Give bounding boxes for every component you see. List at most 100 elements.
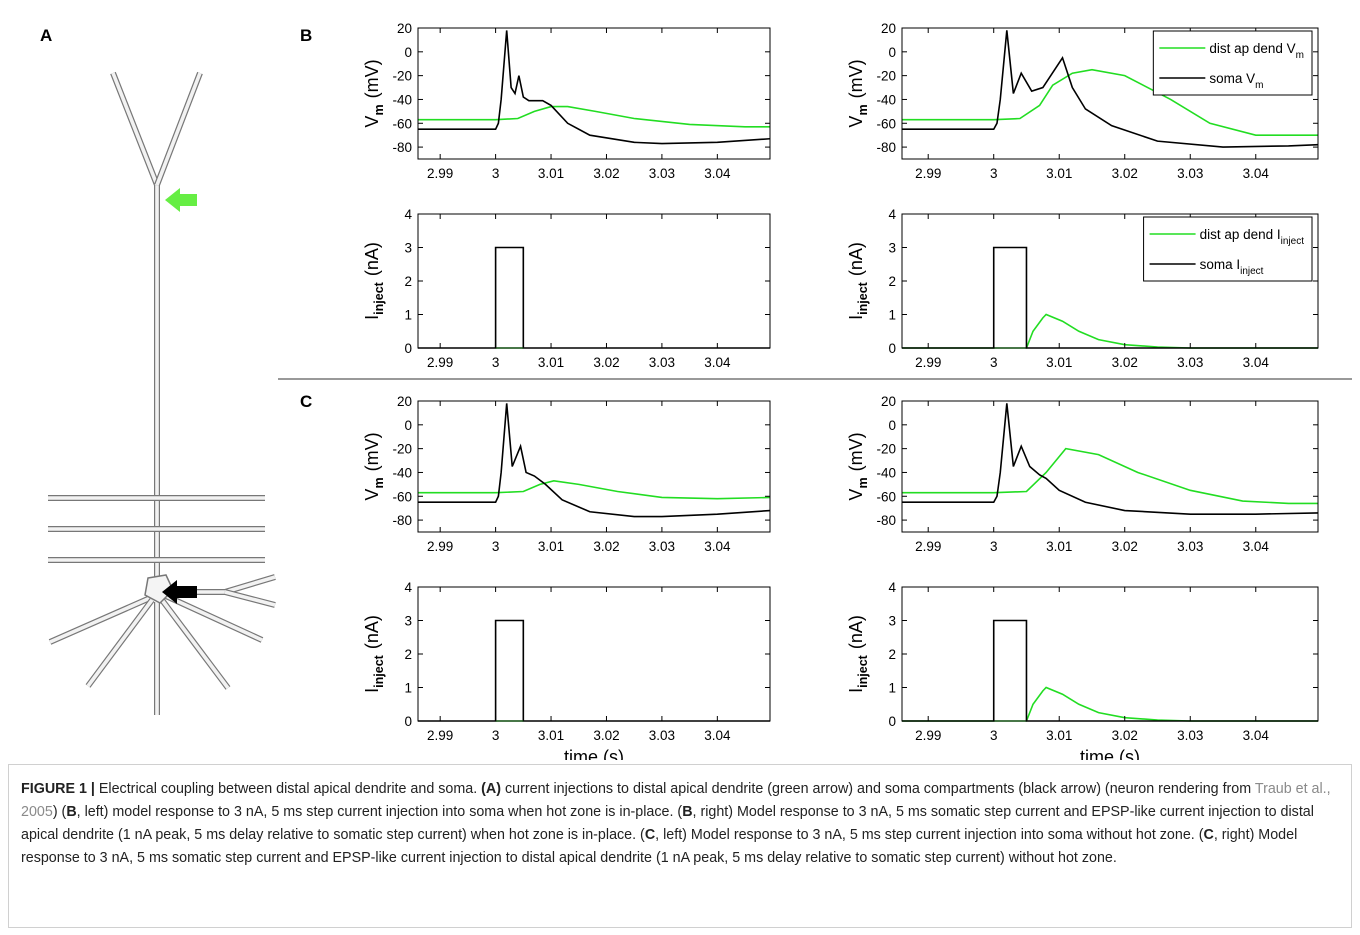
x-tick-label: 3.04	[704, 539, 731, 554]
plot-area	[418, 28, 770, 159]
y-tick-label: -20	[392, 69, 412, 84]
x-tick-label: 3.01	[538, 355, 564, 370]
caption-text: C	[1203, 827, 1214, 843]
y-tick-label: 4	[404, 580, 412, 595]
x-tick-label: 3.03	[649, 539, 675, 554]
caption: FIGURE 1 | Electrical coupling between d…	[8, 764, 1352, 928]
y-tick-label: -20	[392, 442, 412, 457]
y-axis-label-sub: inject	[856, 281, 870, 314]
caption-text: Electrical coupling between distal apica…	[94, 781, 482, 797]
y-axis-label: Vm (mV)	[362, 432, 386, 500]
y-tick-label: 0	[888, 418, 896, 433]
x-tick-label: 3.02	[1112, 728, 1138, 743]
x-tick-label: 2.99	[915, 166, 941, 181]
plot-area	[418, 401, 770, 532]
x-tick-label: 3.04	[1243, 728, 1270, 743]
x-tick-label: 3.03	[649, 166, 675, 181]
y-axis-label: Iinject (nA)	[362, 242, 386, 320]
x-tick-label: 3.01	[538, 166, 564, 181]
caption-link[interactable]: Traub et al., 2005	[21, 781, 1331, 820]
caption-text: FIGURE 1 |	[21, 781, 95, 797]
x-tick-label: 2.99	[915, 355, 941, 370]
panel-label: B	[300, 26, 312, 45]
x-tick-label: 3.01	[538, 728, 564, 743]
y-tick-label: 4	[888, 580, 896, 595]
series-line	[418, 403, 770, 518]
y-tick-label: 4	[404, 207, 412, 222]
legend-sub: inject	[1281, 236, 1305, 247]
y-axis-label-main: V	[846, 489, 866, 501]
x-tick-label: 3.04	[1243, 166, 1270, 181]
y-axis-label-main: V	[362, 489, 382, 501]
series-line	[902, 403, 1318, 515]
legend-label: soma Iinject	[1200, 257, 1264, 277]
figure: A B C 2.99 3 3.01 3.02 3.03 3.04200-20-40-60-…	[40, 21, 1352, 767]
plot-area	[902, 587, 1318, 721]
caption-text: , right) Model response to 3 nA, 5 ms so…	[21, 827, 1298, 866]
legend-label: dist ap dend Iinject	[1200, 227, 1305, 247]
plot-area	[418, 587, 770, 721]
x-tick-label: 3.02	[593, 728, 619, 743]
y-axis-label: Vm (mV)	[846, 59, 870, 127]
y-tick-label: -80	[876, 140, 896, 155]
panel-label: C	[300, 392, 312, 411]
x-tick-label: 3.01	[538, 539, 564, 554]
x-tick-label: 3	[492, 728, 500, 743]
caption-text: (A)	[481, 781, 502, 797]
legend-name: soma I	[1200, 257, 1241, 272]
y-axis-label-unit: (mV)	[362, 59, 382, 98]
x-tick-label: 3.01	[1046, 539, 1072, 554]
y-tick-label: -60	[392, 489, 412, 504]
y-tick-label: 3	[888, 614, 896, 629]
y-axis-label: Iinject (nA)	[362, 615, 386, 693]
y-tick-label: 4	[888, 207, 896, 222]
y-tick-label: -40	[392, 92, 412, 107]
y-tick-label: 1	[404, 308, 412, 323]
x-tick-label: 3.02	[593, 166, 619, 181]
legend-name: dist ap dend I	[1200, 227, 1281, 242]
x-tick-label: 3.01	[1046, 166, 1072, 181]
x-tick-label: 3.03	[1177, 728, 1203, 743]
dendrite	[165, 594, 263, 642]
x-axis-label: time (s)	[564, 747, 624, 760]
y-axis-label-unit: (nA)	[362, 242, 382, 276]
dendrite	[111, 72, 159, 186]
legend-box	[1152, 30, 1313, 96]
x-tick-label: 3.03	[649, 728, 675, 743]
plot-area	[418, 214, 770, 348]
y-axis-label-unit: (mV)	[362, 432, 382, 471]
y-axis-label-unit: (mV)	[846, 59, 866, 98]
y-tick-label: 0	[888, 45, 896, 60]
y-tick-label: -20	[876, 69, 896, 84]
y-axis-label-main: V	[362, 116, 382, 128]
x-tick-label: 3.02	[1112, 355, 1138, 370]
dendrite	[86, 598, 154, 688]
y-tick-label: -60	[876, 489, 896, 504]
x-tick-label: 3	[492, 355, 500, 370]
caption-text: B	[682, 804, 693, 820]
y-axis-label-main: I	[362, 688, 382, 693]
caption-text: , left) Model response to 3 nA, 5 ms ste…	[655, 827, 1204, 843]
x-tick-label: 2.99	[427, 539, 453, 554]
y-tick-label: 2	[404, 647, 412, 662]
x-tick-label: 3.01	[1046, 728, 1072, 743]
x-tick-label: 3	[990, 166, 998, 181]
y-axis-label: Vm (mV)	[362, 59, 386, 127]
y-tick-label: 2	[888, 274, 896, 289]
y-tick-label: -80	[876, 513, 896, 528]
x-axis-label: time (s)	[1080, 747, 1140, 760]
series-line	[418, 479, 770, 500]
x-tick-label: 3.02	[593, 539, 619, 554]
dendrite	[49, 596, 151, 644]
series-line	[902, 30, 1318, 148]
y-axis-label: Vm (mV)	[846, 432, 870, 500]
y-tick-label: 2	[888, 647, 896, 662]
y-axis-label-unit: (mV)	[846, 432, 866, 471]
legend-label: soma Vm	[1209, 71, 1263, 91]
y-tick-label: -60	[392, 116, 412, 131]
series-line	[902, 313, 1318, 349]
caption-text: current injections to distal apical dend…	[501, 781, 1255, 797]
y-tick-label: 20	[397, 21, 412, 36]
y-axis-label-main: I	[846, 688, 866, 693]
x-tick-label: 3.03	[1177, 539, 1203, 554]
